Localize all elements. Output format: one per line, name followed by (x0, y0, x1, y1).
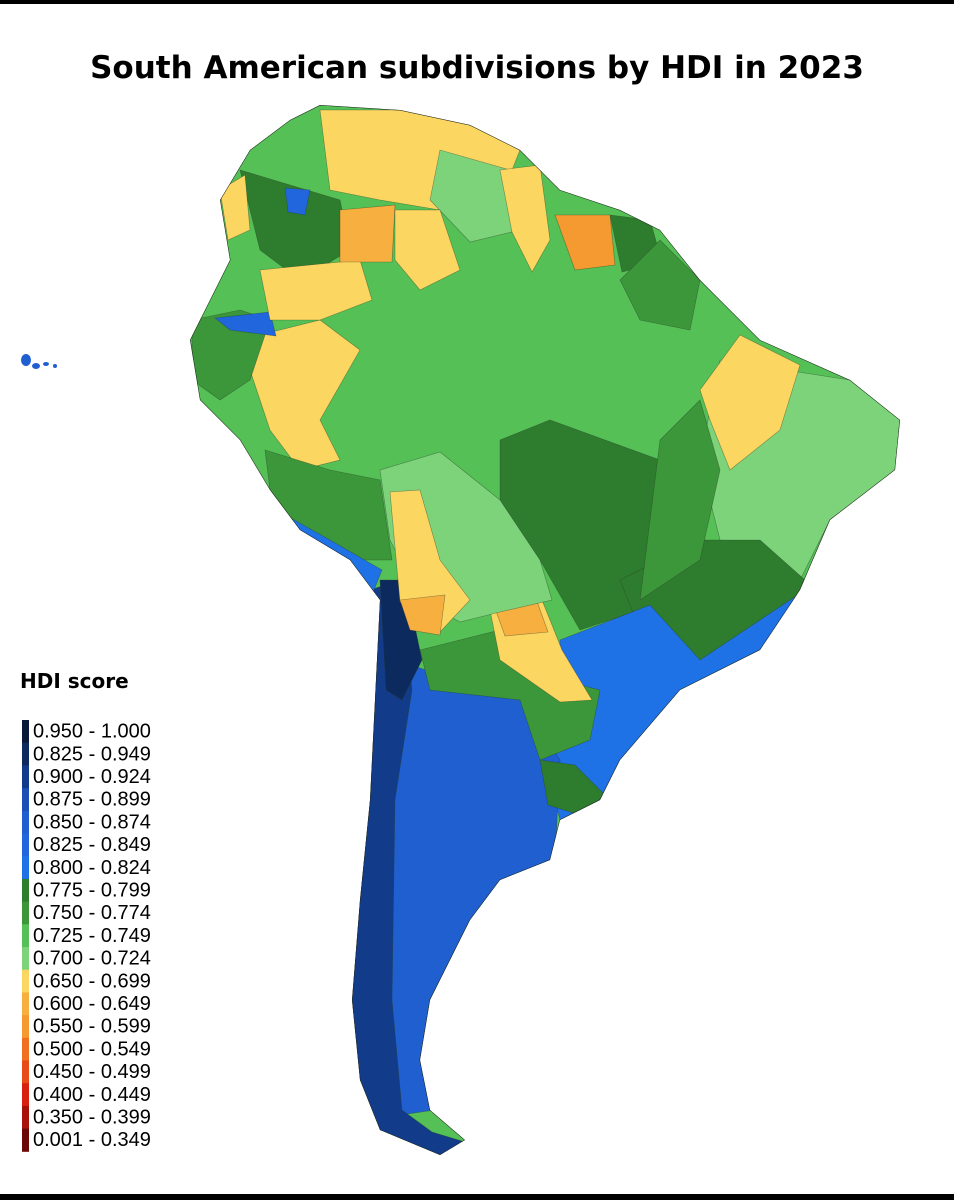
region (214, 311, 277, 337)
legend-label: 0.650 - 0.699 (33, 970, 151, 992)
legend-swatch (22, 742, 29, 766)
legend-swatch (22, 788, 29, 812)
legend-label: 0.725 - 0.749 (33, 925, 151, 947)
region (429, 149, 513, 243)
legend-label: 0.700 - 0.724 (33, 948, 151, 970)
region (499, 164, 551, 273)
legend-swatch (22, 1128, 29, 1152)
legend-swatch (22, 1060, 29, 1084)
region (639, 399, 721, 601)
legend-label: 0.600 - 0.649 (33, 993, 151, 1015)
region (699, 334, 801, 471)
legend-label: 0.001 - 0.349 (33, 1129, 151, 1151)
legend-label: 0.450 - 0.499 (33, 1061, 151, 1083)
legend-label: 0.750 - 0.774 (33, 902, 151, 924)
region (219, 174, 251, 241)
region (394, 209, 461, 291)
legend-swatch (22, 878, 29, 903)
region (554, 214, 616, 271)
legend-swatch (22, 924, 29, 948)
legend-label: 0.875 - 0.899 (33, 789, 151, 811)
legend-label: 0.800 - 0.824 (33, 857, 151, 879)
legend-swatch (22, 992, 29, 1016)
region (389, 489, 471, 633)
coastline (190, 105, 900, 1155)
region (619, 239, 701, 331)
legend-label: 0.350 - 0.399 (33, 1107, 151, 1129)
legend-swatch (22, 833, 29, 857)
legend-swatch (22, 1105, 29, 1130)
region (339, 204, 396, 263)
legend-swatch (22, 810, 29, 834)
legend-label: 0.775 - 0.799 (33, 880, 151, 902)
map (190, 105, 900, 1155)
legend-label: 0.825 - 0.849 (33, 834, 151, 856)
legend-swatch (22, 720, 29, 744)
legend-label: 0.825 - 0.949 (33, 743, 151, 765)
island (53, 364, 57, 368)
legend-swatch (22, 765, 29, 789)
legend-label: 0.400 - 0.449 (33, 1084, 151, 1106)
legend-label: 0.900 - 0.924 (33, 766, 151, 788)
region (399, 594, 446, 636)
island (43, 362, 49, 366)
legend-label: 0.500 - 0.549 (33, 1038, 151, 1060)
galapagos (21, 354, 57, 369)
legend-title: HDI score (20, 669, 129, 693)
legend-label: 0.550 - 0.599 (33, 1016, 151, 1038)
bottom-border (0, 1194, 954, 1200)
island (32, 363, 40, 369)
legend-label: 0.850 - 0.874 (33, 811, 151, 833)
region (239, 319, 361, 471)
legend-swatch (22, 947, 29, 971)
legend-swatch (22, 1037, 29, 1061)
legend-swatch (22, 901, 29, 925)
island (21, 354, 31, 366)
legend-swatch (22, 1083, 29, 1107)
legend-swatch (22, 1015, 29, 1039)
legend-swatch (22, 969, 29, 993)
map-title: South American subdivisions by HDI in 20… (90, 50, 864, 86)
region (284, 187, 311, 216)
legend-label: 0.950 - 1.000 (33, 721, 151, 743)
top-border (0, 0, 954, 4)
legend-swatch (22, 856, 29, 880)
